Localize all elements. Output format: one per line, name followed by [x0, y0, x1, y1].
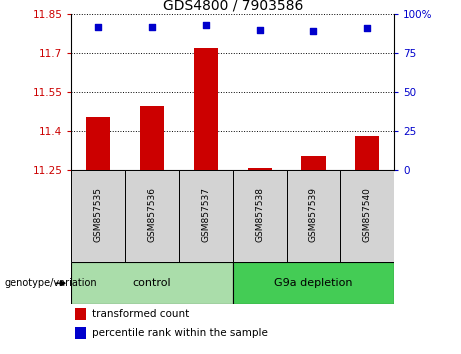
Bar [75, 327, 86, 338]
Bar [233, 262, 394, 304]
Text: percentile rank within the sample: percentile rank within the sample [92, 327, 268, 338]
Bar [194, 48, 218, 170]
Bar [248, 168, 272, 170]
Bar [86, 117, 111, 170]
Bar [71, 262, 233, 304]
Bar [75, 308, 86, 320]
Point [310, 28, 317, 34]
Bar [125, 170, 179, 262]
Bar [340, 170, 394, 262]
Text: GSM857535: GSM857535 [94, 187, 103, 241]
Title: GDS4800 / 7903586: GDS4800 / 7903586 [163, 0, 303, 13]
Text: GSM857537: GSM857537 [201, 187, 210, 241]
Point [148, 24, 156, 29]
Bar [233, 170, 287, 262]
Point [95, 24, 102, 29]
Bar [179, 170, 233, 262]
Point [364, 25, 371, 31]
Bar [355, 136, 379, 170]
Bar [287, 170, 340, 262]
Text: transformed count: transformed count [92, 309, 189, 319]
Point [202, 22, 210, 28]
Text: GSM857539: GSM857539 [309, 187, 318, 241]
Text: G9a depletion: G9a depletion [274, 278, 353, 288]
Text: GSM857540: GSM857540 [363, 187, 372, 241]
Text: GSM857536: GSM857536 [148, 187, 157, 241]
Text: genotype/variation: genotype/variation [5, 278, 97, 288]
Bar [71, 170, 125, 262]
Text: GSM857538: GSM857538 [255, 187, 264, 241]
Bar [140, 106, 164, 170]
Bar [301, 156, 325, 170]
Point [256, 27, 263, 33]
Text: control: control [133, 278, 171, 288]
